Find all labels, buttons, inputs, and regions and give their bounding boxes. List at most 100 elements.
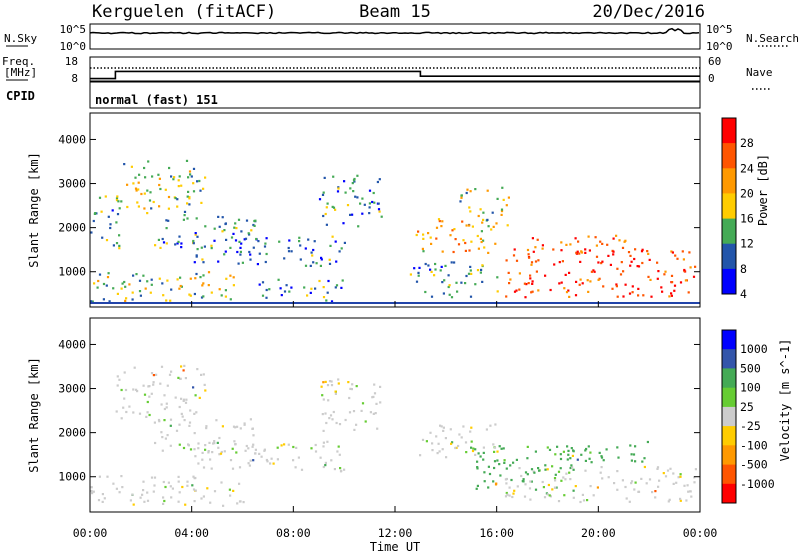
colorbar-tick-label: 16 xyxy=(740,212,754,226)
power-cell xyxy=(505,259,508,262)
velocity-cell xyxy=(192,475,195,478)
velocity-cell xyxy=(235,451,238,454)
power-cell xyxy=(342,222,345,225)
power-cell xyxy=(612,250,615,253)
power-cell xyxy=(380,215,383,218)
power-cell xyxy=(664,270,667,273)
freq-panel: Freq. [MHz] 18 8 60 0 Nave xyxy=(2,55,773,90)
power-cell xyxy=(310,251,313,254)
power-cell xyxy=(670,250,673,253)
velocity-cell xyxy=(197,462,200,465)
power-cell xyxy=(334,240,337,243)
velocity-cell xyxy=(193,432,196,435)
colorbar-swatch xyxy=(722,143,736,169)
power-cell xyxy=(136,201,139,204)
freq-tick-top: 18 xyxy=(65,55,78,68)
power-cell xyxy=(479,208,482,211)
velocity-cell xyxy=(229,494,232,497)
velocity-cell xyxy=(166,434,169,437)
power-cell xyxy=(361,212,364,215)
velocity-cell xyxy=(662,472,665,475)
power-cell xyxy=(487,251,490,254)
power-cell xyxy=(118,247,121,250)
nave-tick-top: 60 xyxy=(708,55,721,68)
velocity-cell xyxy=(566,458,569,461)
power-cell xyxy=(421,247,424,250)
power-cell xyxy=(256,263,259,266)
power-cell xyxy=(318,198,322,201)
velocity-cell xyxy=(442,429,445,432)
velocity-cell xyxy=(476,466,479,469)
velocity-cell xyxy=(106,475,109,478)
velocity-cell xyxy=(195,411,198,414)
power-cell xyxy=(683,268,686,272)
power-cell xyxy=(244,237,248,240)
colorbar-swatch xyxy=(722,368,736,389)
power-cell xyxy=(116,213,120,216)
power-cell xyxy=(250,229,253,232)
velocity-cell xyxy=(483,471,486,474)
colorbar-swatch xyxy=(722,387,736,408)
velocity-cell xyxy=(174,396,177,399)
power-cell xyxy=(132,274,135,277)
power-cell xyxy=(552,248,555,251)
velocity-cell xyxy=(437,442,440,445)
velocity-cell xyxy=(511,495,514,499)
velocity-cell xyxy=(161,449,164,452)
power-cell xyxy=(131,298,134,301)
power-cell xyxy=(287,246,290,250)
velocity-cell xyxy=(180,397,183,400)
power-cell xyxy=(115,242,119,245)
power-cell xyxy=(590,270,593,273)
velocity-cell xyxy=(451,441,454,444)
power-cell xyxy=(469,295,473,298)
power-cell xyxy=(139,294,142,297)
power-cell xyxy=(453,228,456,231)
velocity-cell xyxy=(218,436,221,440)
power-cell xyxy=(186,202,189,205)
velocity-panel: 4000 3000 2000 1000 Slant Range [km] 1000 50… xyxy=(27,317,792,513)
power-cell xyxy=(314,287,317,290)
power-cell xyxy=(105,239,109,242)
power-cell xyxy=(506,224,509,227)
velocity-cell xyxy=(209,458,212,461)
power-cell xyxy=(224,295,227,298)
power-cell xyxy=(671,251,674,254)
power-cell xyxy=(584,248,587,251)
velocity-cell xyxy=(142,384,145,387)
velocity-cell xyxy=(326,384,330,387)
power-cell xyxy=(200,246,203,249)
velocity-cell xyxy=(565,472,568,475)
power-cell xyxy=(158,277,161,280)
velocity-cell xyxy=(187,444,190,447)
power-cell xyxy=(97,279,100,283)
power-cell xyxy=(359,202,362,205)
velocity-cell xyxy=(266,460,269,463)
power-cell xyxy=(422,250,425,253)
velocity-cell xyxy=(515,458,518,461)
power-cell xyxy=(198,179,201,183)
velocity-cell xyxy=(629,444,632,447)
velocity-cell xyxy=(269,462,272,465)
power-cell xyxy=(417,274,420,277)
velocity-cell xyxy=(634,460,637,463)
velocity-cell xyxy=(231,447,234,450)
power-cell xyxy=(176,205,179,208)
velocity-cell xyxy=(633,488,636,491)
power-cell xyxy=(306,294,309,297)
power-cell xyxy=(188,197,191,200)
velocity-cell xyxy=(213,490,217,493)
velocity-cell xyxy=(582,499,586,502)
power-cell xyxy=(663,273,666,276)
power-cell xyxy=(418,266,421,269)
velocity-cell xyxy=(143,393,147,396)
velocity-cell xyxy=(557,500,561,503)
power-cell xyxy=(661,290,664,293)
velocity-cell xyxy=(329,414,333,417)
velocity-cell xyxy=(482,451,485,454)
power-cell xyxy=(438,220,441,223)
velocity-cell xyxy=(188,421,192,424)
velocity-cell xyxy=(178,423,181,426)
velocity-cell xyxy=(572,489,575,492)
velocity-cell xyxy=(334,392,337,395)
